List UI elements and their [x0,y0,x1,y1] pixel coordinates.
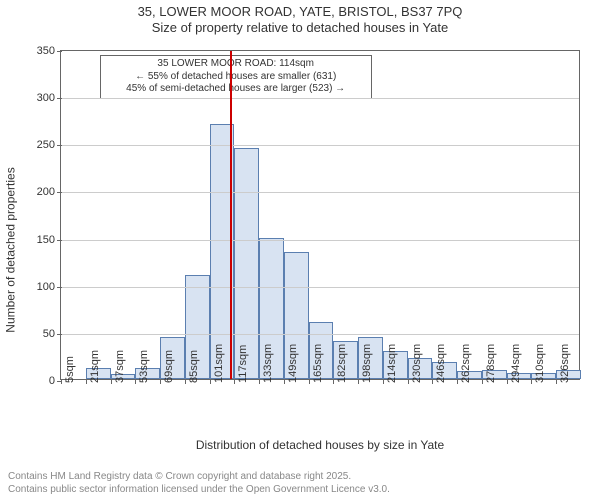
x-tick-label: 85sqm [188,350,200,383]
x-tick-mark [556,379,557,384]
annotation-line-1: 35 LOWER MOOR ROAD: 114sqm [106,58,366,71]
grid-line [61,192,579,193]
x-tick-label: 21sqm [89,350,101,383]
chart: Number of detached properties 35 LOWER M… [0,40,600,460]
footer-line-1: Contains HM Land Registry data © Crown c… [8,471,390,484]
y-tick-label: 0 [49,375,61,387]
reference-line [230,51,232,379]
x-tick-mark [531,379,532,384]
x-tick-mark [358,379,359,384]
x-tick-label: 5sqm [64,356,76,383]
x-tick-mark [482,379,483,384]
x-tick-label: 214sqm [386,344,398,383]
x-tick-label: 101sqm [213,344,225,383]
x-tick-label: 133sqm [262,344,274,383]
x-tick-label: 117sqm [237,345,249,383]
x-tick-mark [383,379,384,384]
x-tick-label: 37sqm [114,350,126,383]
bars-layer [61,51,579,379]
x-tick-mark [309,379,310,384]
x-tick-mark [284,379,285,384]
y-tick-label: 200 [37,186,61,198]
x-tick-mark [432,379,433,384]
annotation-line-3: 45% of semi-detached houses are larger (… [106,83,366,96]
x-tick-mark [408,379,409,384]
x-tick-label: 230sqm [411,344,423,383]
annotation-line-2: ← 55% of detached houses are smaller (63… [106,71,366,84]
grid-line [61,145,579,146]
attribution-footer: Contains HM Land Registry data © Crown c… [8,471,390,496]
y-tick-label: 250 [37,139,61,151]
x-tick-label: 278sqm [485,344,497,383]
x-tick-mark [507,379,508,384]
x-tick-label: 310sqm [534,344,546,383]
x-tick-mark [135,379,136,384]
x-tick-label: 294sqm [510,344,522,383]
x-tick-label: 326sqm [559,344,571,383]
x-tick-mark [234,379,235,384]
x-tick-label: 198sqm [361,344,373,383]
x-tick-label: 149sqm [287,344,299,383]
x-tick-mark [259,379,260,384]
grid-line [61,334,579,335]
title-line-2: Size of property relative to detached ho… [0,20,600,36]
y-tick-label: 100 [37,281,61,293]
x-tick-label: 182sqm [336,344,348,383]
x-tick-mark [111,379,112,384]
x-tick-mark [210,379,211,384]
y-tick-label: 150 [37,234,61,246]
y-axis-label: Number of detached properties [4,40,18,460]
footer-line-2: Contains public sector information licen… [8,484,390,497]
x-tick-label: 53sqm [138,350,150,383]
y-tick-label: 350 [37,45,61,57]
x-tick-mark [333,379,334,384]
x-tick-mark [61,379,62,384]
x-tick-mark [86,379,87,384]
x-tick-label: 262sqm [460,344,472,383]
x-tick-label: 69sqm [163,350,175,383]
x-tick-label: 246sqm [435,344,447,383]
chart-title: 35, LOWER MOOR ROAD, YATE, BRISTOL, BS37… [0,0,600,37]
y-tick-label: 300 [37,92,61,104]
grid-line [61,98,579,99]
y-tick-label: 50 [43,328,61,340]
x-tick-mark [160,379,161,384]
x-axis-label: Distribution of detached houses by size … [60,438,580,452]
annotation-box: 35 LOWER MOOR ROAD: 114sqm ← 55% of deta… [100,55,372,99]
x-tick-mark [457,379,458,384]
x-tick-label: 165sqm [312,344,324,383]
x-tick-mark [185,379,186,384]
title-line-1: 35, LOWER MOOR ROAD, YATE, BRISTOL, BS37… [0,4,600,20]
plot-area: 35 LOWER MOOR ROAD: 114sqm ← 55% of deta… [60,50,580,380]
grid-line [61,240,579,241]
grid-line [61,287,579,288]
